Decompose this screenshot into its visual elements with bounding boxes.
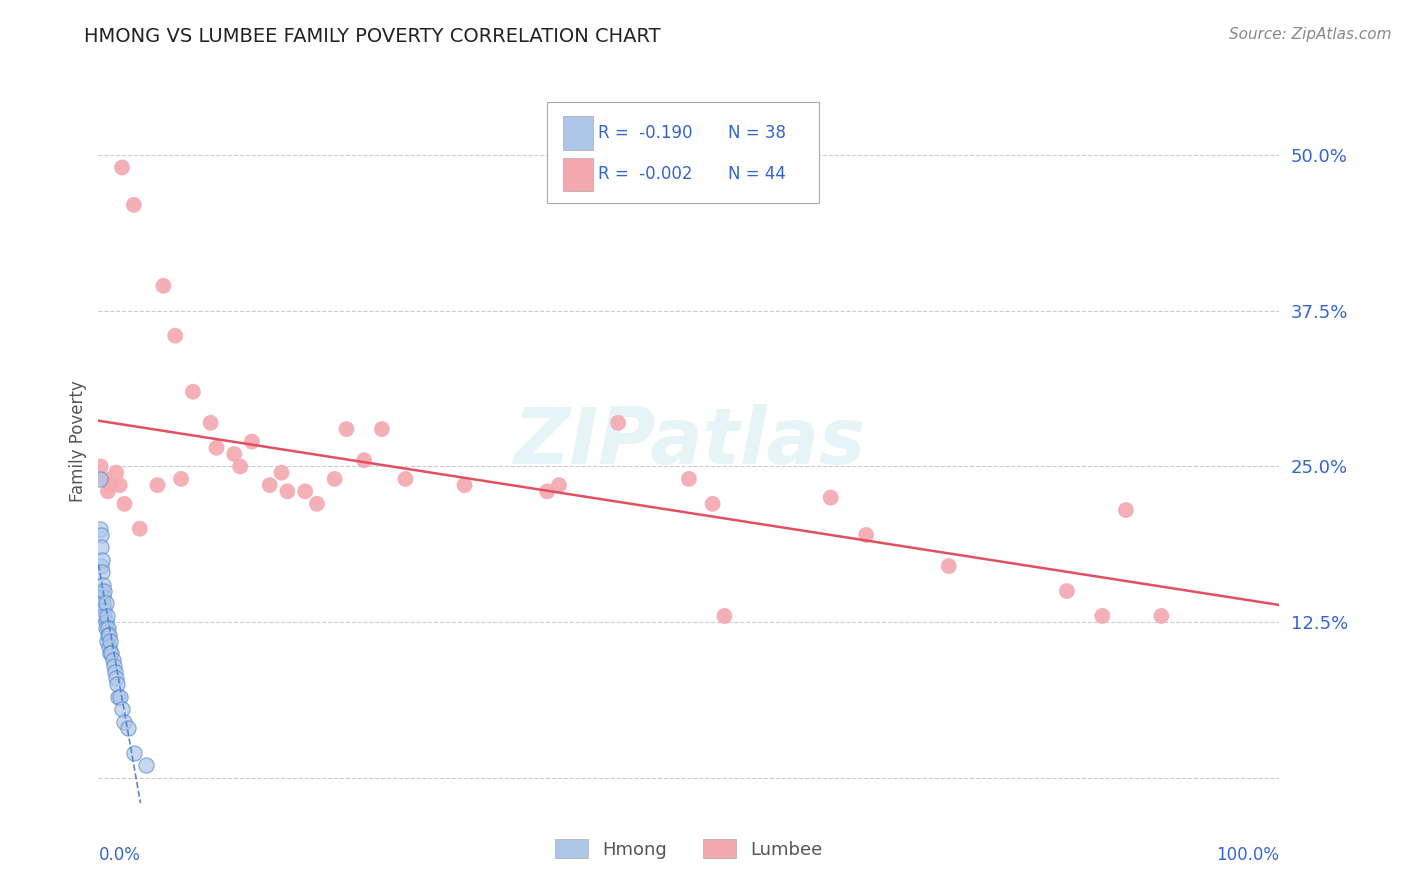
Point: [112, 497, 135, 511]
Point: [94, 615, 117, 630]
Point: [122, 198, 145, 212]
Point: [105, 677, 128, 691]
Point: [536, 484, 558, 499]
Point: [90, 559, 112, 574]
Point: [94, 597, 117, 611]
Point: [93, 603, 115, 617]
Point: [91, 553, 114, 567]
Point: [91, 578, 114, 592]
FancyBboxPatch shape: [547, 102, 818, 203]
Point: [394, 472, 416, 486]
Point: [276, 484, 298, 499]
Point: [1150, 609, 1173, 624]
Point: [270, 466, 292, 480]
Point: [165, 328, 187, 343]
Legend: Hmong, Lumbee: Hmong, Lumbee: [548, 832, 830, 866]
Point: [91, 566, 114, 580]
Point: [335, 422, 357, 436]
Point: [607, 416, 630, 430]
Point: [96, 633, 118, 648]
Text: 0.0%: 0.0%: [98, 847, 141, 864]
Text: HMONG VS LUMBEE FAMILY POVERTY CORRELATION CHART: HMONG VS LUMBEE FAMILY POVERTY CORRELATI…: [84, 27, 661, 45]
Point: [122, 746, 145, 760]
Point: [91, 597, 114, 611]
Point: [128, 522, 150, 536]
Y-axis label: Family Poverty: Family Poverty: [69, 381, 87, 502]
Point: [90, 528, 112, 542]
Point: [98, 633, 121, 648]
Point: [100, 646, 122, 660]
Point: [1115, 503, 1137, 517]
Point: [94, 621, 117, 635]
Point: [98, 646, 121, 660]
Text: N = 44: N = 44: [728, 165, 786, 183]
Point: [112, 714, 135, 729]
Point: [93, 472, 115, 486]
Point: [152, 278, 174, 293]
Point: [205, 441, 228, 455]
Point: [294, 484, 316, 499]
Point: [97, 484, 120, 499]
Point: [91, 584, 114, 599]
Point: [90, 459, 112, 474]
Point: [146, 478, 169, 492]
Point: [181, 384, 204, 399]
Point: [96, 609, 118, 624]
Text: R =  -0.190: R = -0.190: [598, 124, 693, 142]
Point: [89, 472, 111, 486]
Point: [353, 453, 375, 467]
Point: [97, 621, 120, 635]
FancyBboxPatch shape: [562, 158, 593, 191]
Point: [323, 472, 346, 486]
Point: [938, 559, 960, 574]
Point: [135, 758, 157, 772]
Point: [855, 528, 877, 542]
Point: [117, 721, 139, 735]
Point: [91, 591, 114, 605]
Point: [820, 491, 842, 505]
Point: [93, 584, 115, 599]
Point: [229, 459, 252, 474]
Point: [101, 652, 124, 666]
Point: [105, 671, 128, 685]
Point: [97, 627, 120, 641]
Point: [103, 658, 125, 673]
Point: [200, 416, 222, 430]
Point: [93, 609, 115, 624]
Point: [371, 422, 394, 436]
Point: [1056, 584, 1078, 599]
Point: [702, 497, 724, 511]
Point: [89, 522, 111, 536]
FancyBboxPatch shape: [562, 117, 593, 150]
Text: N = 38: N = 38: [728, 124, 786, 142]
Point: [111, 702, 134, 716]
Point: [678, 472, 700, 486]
Point: [98, 640, 121, 654]
Text: ZIPatlas: ZIPatlas: [513, 403, 865, 480]
Point: [305, 497, 328, 511]
Point: [104, 665, 127, 679]
Point: [548, 478, 571, 492]
Point: [1091, 609, 1114, 624]
Point: [90, 541, 112, 555]
Point: [105, 466, 128, 480]
Point: [170, 472, 193, 486]
Point: [259, 478, 281, 492]
Point: [453, 478, 475, 492]
Point: [108, 690, 131, 704]
Text: R =  -0.002: R = -0.002: [598, 165, 693, 183]
Text: Source: ZipAtlas.com: Source: ZipAtlas.com: [1229, 27, 1392, 42]
Point: [98, 478, 121, 492]
Point: [98, 627, 121, 641]
Point: [240, 434, 263, 449]
Point: [713, 609, 735, 624]
Point: [224, 447, 246, 461]
Text: 100.0%: 100.0%: [1216, 847, 1279, 864]
Point: [107, 690, 129, 704]
Point: [108, 478, 131, 492]
Point: [111, 161, 134, 175]
